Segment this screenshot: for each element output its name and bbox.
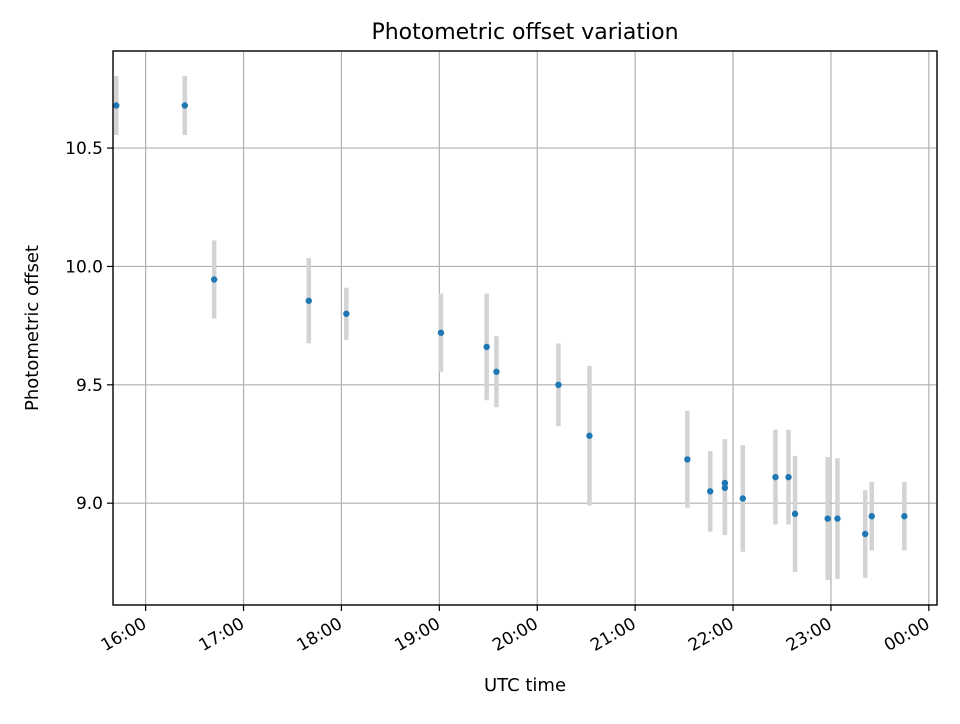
x-tick-label: 23:00 xyxy=(783,614,835,656)
data-point xyxy=(785,473,792,481)
data-point xyxy=(868,513,875,520)
x-tick-label: 19:00 xyxy=(391,614,443,656)
data-point xyxy=(901,513,908,520)
x-tick-label: 00:00 xyxy=(881,614,933,656)
x-tick-label: 17:00 xyxy=(196,614,248,656)
y-tick-label: 9.5 xyxy=(76,376,103,396)
data-point xyxy=(555,381,562,389)
plot-frame xyxy=(112,50,938,606)
data-point xyxy=(113,102,120,109)
grid-layer xyxy=(113,51,937,605)
data-point xyxy=(834,515,841,522)
data-point xyxy=(437,329,445,336)
tick-layer: 16:00 17:00 18:00 19:00 20:00 21:00 22:00 23:00… xyxy=(65,139,933,656)
y-tick-label: 9.0 xyxy=(76,494,103,514)
data-point-layer xyxy=(113,102,908,538)
y-tick-label: 10.0 xyxy=(65,257,103,277)
data-point xyxy=(483,343,490,351)
x-tick-label: 20:00 xyxy=(489,614,541,656)
data-point xyxy=(210,276,218,283)
x-axis-label: UTC time xyxy=(484,675,566,696)
data-point xyxy=(772,473,779,481)
data-point xyxy=(181,102,188,109)
error-bar-layer xyxy=(114,75,907,581)
data-point xyxy=(493,368,500,375)
data-point xyxy=(862,530,869,538)
data-point xyxy=(586,432,593,439)
data-point xyxy=(706,488,714,495)
data-point xyxy=(824,515,831,522)
x-tick-label: 22:00 xyxy=(685,614,737,656)
data-point xyxy=(684,456,691,463)
y-axis-label: Photometric offset xyxy=(22,245,43,411)
data-point xyxy=(791,510,799,518)
chart-title: Photometric offset variation xyxy=(371,20,678,45)
x-tick-label: 18:00 xyxy=(294,614,346,656)
x-tick-label: 21:00 xyxy=(587,614,639,656)
data-point xyxy=(343,310,350,317)
data-point xyxy=(739,495,747,502)
data-point xyxy=(305,297,313,304)
data-point xyxy=(721,484,729,492)
y-tick-label: 10.5 xyxy=(65,139,103,159)
data-point xyxy=(721,479,729,487)
x-tick-label: 16:00 xyxy=(98,614,150,656)
